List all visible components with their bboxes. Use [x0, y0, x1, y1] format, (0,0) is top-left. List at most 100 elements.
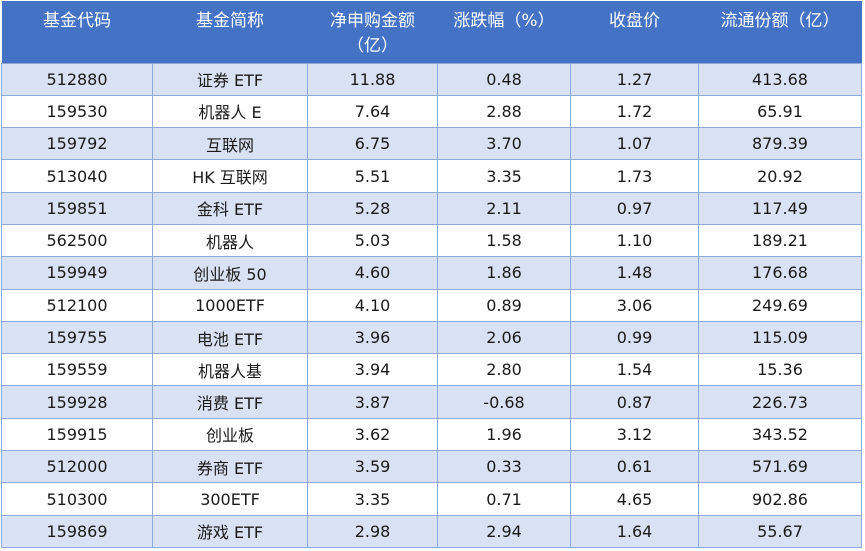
change-pct-cell: -0.68 [437, 385, 571, 419]
net-subscription-cell: 3.59 [307, 450, 438, 484]
table-row: 159559 机器人基 3.94 2.80 1.54 15.36 [1, 353, 862, 387]
close-price-cell: 0.61 [570, 450, 699, 484]
close-price-cell: 1.72 [570, 94, 699, 129]
table-header-row: 基金代码 基金简称 净申购金额（亿） 涨跌幅（%） 收盘价 流通份额（亿） [1, 1, 862, 63]
fund-code-cell: 159559 [1, 353, 153, 387]
table-row: 159928 消费 ETF 3.87 -0.68 0.87 226.73 [1, 385, 862, 419]
fund-code-cell: 159915 [1, 417, 153, 452]
fund-name-cell: 证券 ETF [152, 62, 308, 96]
change-pct-cell: 2.88 [437, 94, 571, 129]
fund-code-cell: 159755 [1, 320, 153, 355]
header-net-subscription: 净申购金额（亿） [307, 1, 438, 63]
fund-code-cell: 159869 [1, 514, 153, 548]
net-subscription-cell: 5.28 [307, 191, 438, 225]
fund-name-cell: 互联网 [152, 127, 308, 161]
net-subscription-cell: 3.62 [307, 417, 438, 452]
change-pct-cell: 2.80 [437, 353, 571, 387]
fund-name-cell: 机器人 [152, 223, 308, 258]
fund-code-cell: 510300 [1, 482, 153, 516]
fund-name-cell: HK 互联网 [152, 159, 308, 193]
fund-name-cell: 机器人基 [152, 353, 308, 387]
table-row: 512000 券商 ETF 3.59 0.33 0.61 571.69 [1, 450, 862, 484]
close-price-cell: 4.65 [570, 482, 699, 516]
table-row: 510300 300ETF 3.35 0.71 4.65 902.86 [1, 482, 862, 516]
close-price-cell: 1.64 [570, 514, 699, 548]
table-row: 159755 电池 ETF 3.96 2.06 0.99 115.09 [1, 320, 862, 355]
table-row: 159869 游戏 ETF 2.98 2.94 1.64 55.67 [1, 514, 862, 548]
float-shares-cell: 15.36 [698, 353, 862, 387]
header-fund-code: 基金代码 [1, 1, 153, 63]
close-price-cell: 0.87 [570, 385, 699, 419]
float-shares-cell: 189.21 [698, 223, 862, 258]
float-shares-cell: 65.91 [698, 94, 862, 129]
fund-code-cell: 562500 [1, 223, 153, 258]
table-row: 159949 创业板 50 4.60 1.86 1.48 176.68 [1, 256, 862, 290]
close-price-cell: 0.97 [570, 191, 699, 225]
close-price-cell: 1.54 [570, 353, 699, 387]
net-subscription-cell: 7.64 [307, 94, 438, 129]
fund-name-cell: 机器人 E [152, 94, 308, 129]
fund-name-cell: 券商 ETF [152, 450, 308, 484]
table-row: 159792 互联网 6.75 3.70 1.07 879.39 [1, 127, 862, 161]
float-shares-cell: 55.67 [698, 514, 862, 548]
fund-code-cell: 512000 [1, 450, 153, 484]
fund-code-cell: 159530 [1, 94, 153, 129]
table-row: 513040 HK 互联网 5.51 3.35 1.73 20.92 [1, 159, 862, 193]
float-shares-cell: 249.69 [698, 288, 862, 322]
fund-code-cell: 159792 [1, 127, 153, 161]
table-row: 159851 金科 ETF 5.28 2.11 0.97 117.49 [1, 191, 862, 225]
change-pct-cell: 3.70 [437, 127, 571, 161]
header-fund-name: 基金简称 [152, 1, 308, 63]
net-subscription-cell: 4.10 [307, 288, 438, 322]
table-row: 159530 机器人 E 7.64 2.88 1.72 65.91 [1, 94, 862, 129]
fund-name-cell: 1000ETF [152, 288, 308, 322]
net-subscription-cell: 3.87 [307, 385, 438, 419]
float-shares-cell: 343.52 [698, 417, 862, 452]
float-shares-cell: 226.73 [698, 385, 862, 419]
fund-name-cell: 300ETF [152, 482, 308, 516]
fund-name-cell: 游戏 ETF [152, 514, 308, 548]
close-price-cell: 0.99 [570, 320, 699, 355]
net-subscription-cell: 3.35 [307, 482, 438, 516]
net-subscription-cell: 3.94 [307, 353, 438, 387]
table-row: 159915 创业板 3.62 1.96 3.12 343.52 [1, 417, 862, 452]
fund-name-cell: 创业板 50 [152, 256, 308, 290]
fund-code-cell: 159851 [1, 191, 153, 225]
fund-code-cell: 159949 [1, 256, 153, 290]
close-price-cell: 1.07 [570, 127, 699, 161]
header-change-pct: 涨跌幅（%） [437, 1, 571, 63]
net-subscription-cell: 4.60 [307, 256, 438, 290]
change-pct-cell: 2.06 [437, 320, 571, 355]
fund-name-cell: 消费 ETF [152, 385, 308, 419]
fund-name-cell: 电池 ETF [152, 320, 308, 355]
float-shares-cell: 879.39 [698, 127, 862, 161]
change-pct-cell: 0.89 [437, 288, 571, 322]
change-pct-cell: 1.86 [437, 256, 571, 290]
change-pct-cell: 2.11 [437, 191, 571, 225]
net-subscription-cell: 5.51 [307, 159, 438, 193]
net-subscription-cell: 11.88 [307, 62, 438, 96]
fund-name-cell: 金科 ETF [152, 191, 308, 225]
table-body: 512880 证券 ETF 11.88 0.48 1.27 413.68 159530 机器人… [1, 62, 862, 548]
change-pct-cell: 1.96 [437, 417, 571, 452]
float-shares-cell: 20.92 [698, 159, 862, 193]
float-shares-cell: 176.68 [698, 256, 862, 290]
close-price-cell: 1.10 [570, 223, 699, 258]
float-shares-cell: 413.68 [698, 62, 862, 96]
close-price-cell: 1.27 [570, 62, 699, 96]
net-subscription-cell: 2.98 [307, 514, 438, 548]
float-shares-cell: 902.86 [698, 482, 862, 516]
net-subscription-cell: 5.03 [307, 223, 438, 258]
close-price-cell: 3.12 [570, 417, 699, 452]
change-pct-cell: 0.71 [437, 482, 571, 516]
change-pct-cell: 3.35 [437, 159, 571, 193]
float-shares-cell: 115.09 [698, 320, 862, 355]
header-close-price: 收盘价 [570, 1, 699, 63]
float-shares-cell: 571.69 [698, 450, 862, 484]
table-row: 512100 1000ETF 4.10 0.89 3.06 249.69 [1, 288, 862, 322]
close-price-cell: 1.48 [570, 256, 699, 290]
fund-code-cell: 159928 [1, 385, 153, 419]
fund-code-cell: 512100 [1, 288, 153, 322]
net-subscription-cell: 6.75 [307, 127, 438, 161]
